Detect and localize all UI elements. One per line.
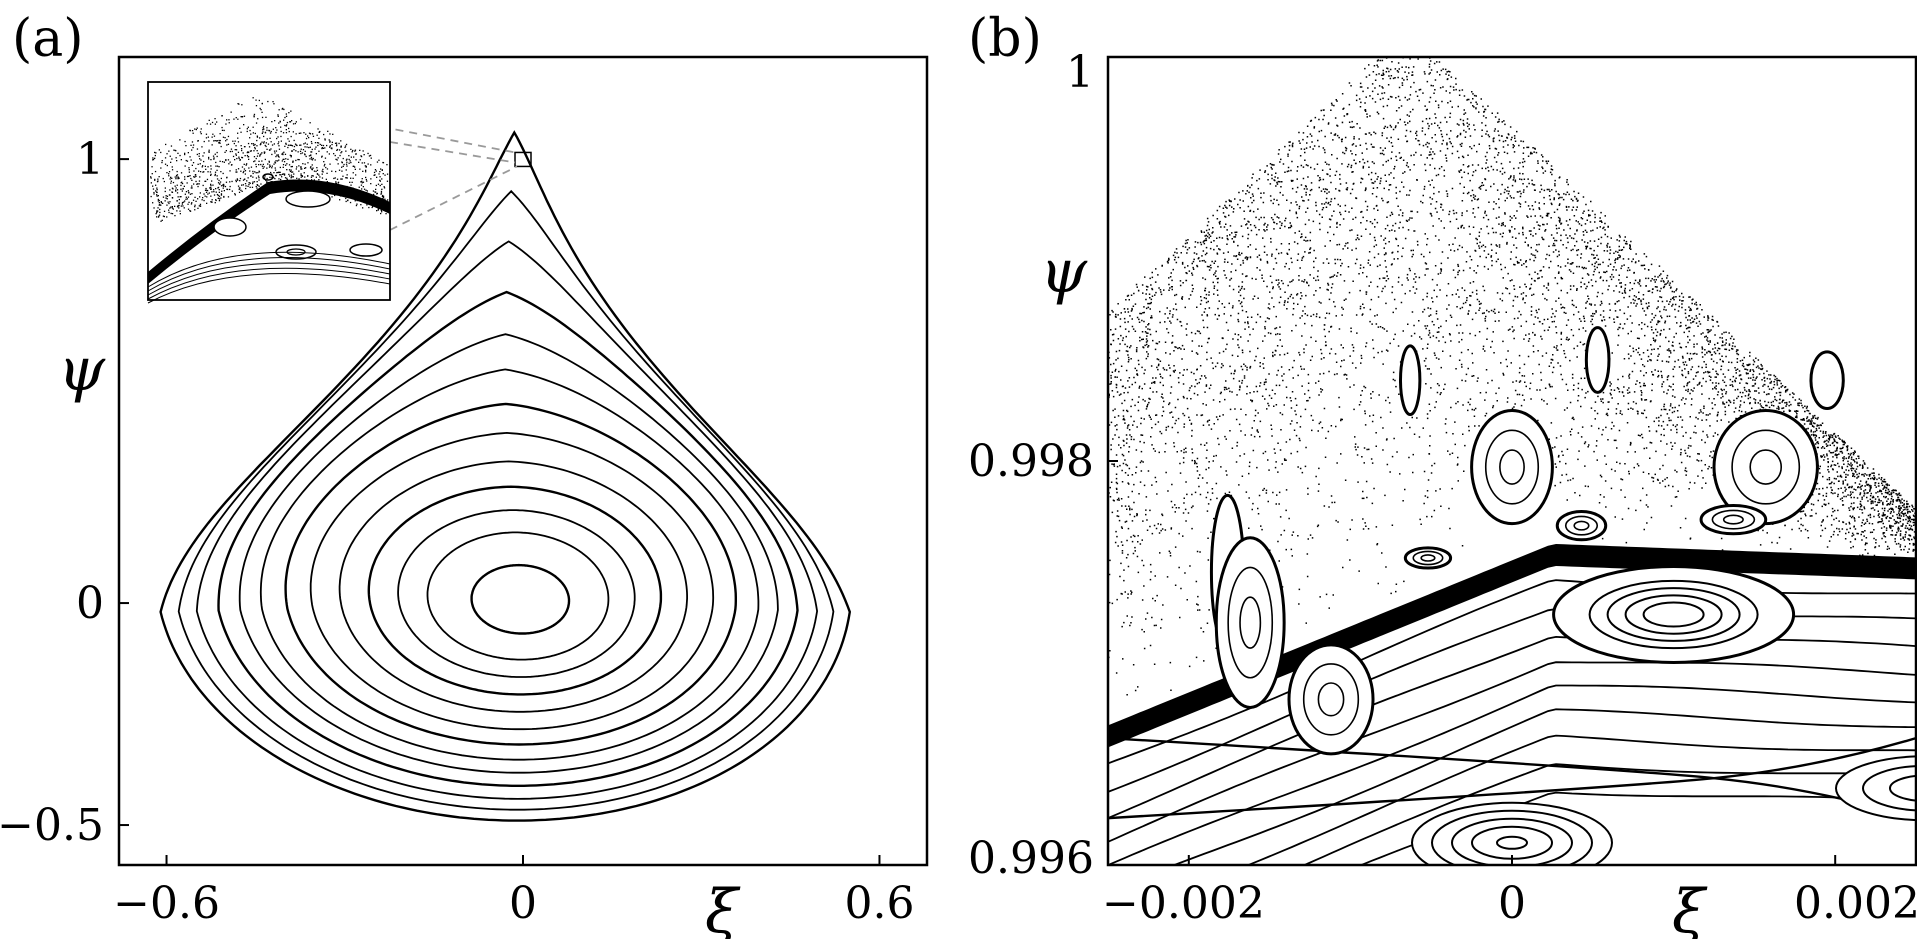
- a-orbit-2: [397, 509, 636, 678]
- a-orbit-7: [259, 368, 760, 761]
- b-island-6: [1699, 503, 1768, 536]
- b-island-2: [1809, 350, 1845, 410]
- a-x-tick-label-1: 0: [509, 878, 537, 929]
- b-y-tick-label-2: 1: [1066, 47, 1094, 98]
- a-inset-connector-2: [389, 141, 516, 164]
- a-orbit-5: [309, 431, 715, 731]
- b-separatrix-band: [1108, 544, 1916, 748]
- b-crossing-curve-2: [1108, 736, 1916, 820]
- a-orbit-6: [284, 402, 737, 746]
- b-x-axis-label: ξ: [1672, 877, 1708, 939]
- b-x-tick-label-0: −0.002: [1102, 878, 1265, 929]
- a-orbit-1: [426, 531, 610, 661]
- b-y-tick-label-1: 0.998: [968, 436, 1094, 487]
- a-inset-content: [147, 97, 391, 304]
- a-x-tick-label-2: 0.6: [844, 878, 914, 929]
- b-chaotic-scatter: [1108, 57, 1916, 696]
- b-lower-curve-6: [1246, 734, 1916, 865]
- a-orbit-8: [238, 333, 779, 774]
- b-island-3: [1470, 409, 1554, 526]
- b-y-axis-label: ψ: [1040, 237, 1088, 307]
- b-islands: [1209, 326, 1916, 865]
- a-inset: [147, 81, 532, 304]
- a-zoom-target-box: [514, 151, 532, 168]
- a-orbit-9: [217, 290, 799, 787]
- a-orbit-12: [159, 130, 852, 822]
- a-orbit-11: [177, 189, 835, 811]
- a-y-tick-label-2: 1: [76, 134, 104, 185]
- b-island-9: [1214, 536, 1286, 709]
- b-ticks: −0.002 0 0.002 0.996 0.998 1: [968, 47, 1917, 929]
- a-x-tick-label-0: −0.6: [113, 878, 220, 929]
- a-x-axis-label: ξ: [705, 877, 741, 939]
- b-lower-curve-7: [1302, 763, 1916, 865]
- b-lower-curve-2: [1108, 635, 1916, 819]
- b-island-5: [1555, 510, 1608, 542]
- b-lower-curve-3: [1108, 661, 1916, 843]
- a-orbit-curves: [159, 130, 852, 822]
- b-lower-curve-5: [1171, 708, 1916, 865]
- b-island-0: [1584, 326, 1611, 394]
- b-y-tick-label-0: 0.996: [968, 833, 1094, 884]
- b-x-tick-label-2: 0.002: [1794, 878, 1917, 929]
- panel-a: (a) −0.6 0 0.6 −0.5 0 1 ψ ξ: [0, 9, 929, 939]
- b-right-bottom-island: [1835, 755, 1916, 822]
- panel-label-a: (a): [12, 9, 84, 69]
- a-ticks: −0.6 0 0.6 −0.5 0 1: [0, 134, 914, 929]
- b-island-10: [1287, 643, 1375, 756]
- a-y-axis-label: ψ: [58, 335, 106, 405]
- a-y-tick-label-1: 0: [76, 578, 104, 629]
- b-bottom-island: [1411, 801, 1613, 865]
- b-central-island: [1552, 565, 1796, 665]
- b-x-tick-label-1: 0: [1498, 878, 1526, 929]
- a-orbit-0: [470, 563, 571, 635]
- panel-b: (b) −0.002 0 0.002 0.996 0.998 1 ψ ξ: [968, 9, 1917, 939]
- a-orbit-3: [367, 485, 663, 696]
- b-island-7: [1403, 546, 1453, 570]
- a-y-tick-label-0: −0.5: [0, 800, 104, 851]
- b-island-1: [1398, 344, 1422, 417]
- b-chaotic-dots: [1108, 57, 1916, 696]
- a-orbit-10: [195, 240, 819, 800]
- panel-label-b: (b): [968, 9, 1042, 69]
- a-inset-connector-3: [389, 165, 518, 231]
- a-orbit-4: [338, 460, 688, 713]
- b-separatrix-band-fill: [1108, 544, 1916, 748]
